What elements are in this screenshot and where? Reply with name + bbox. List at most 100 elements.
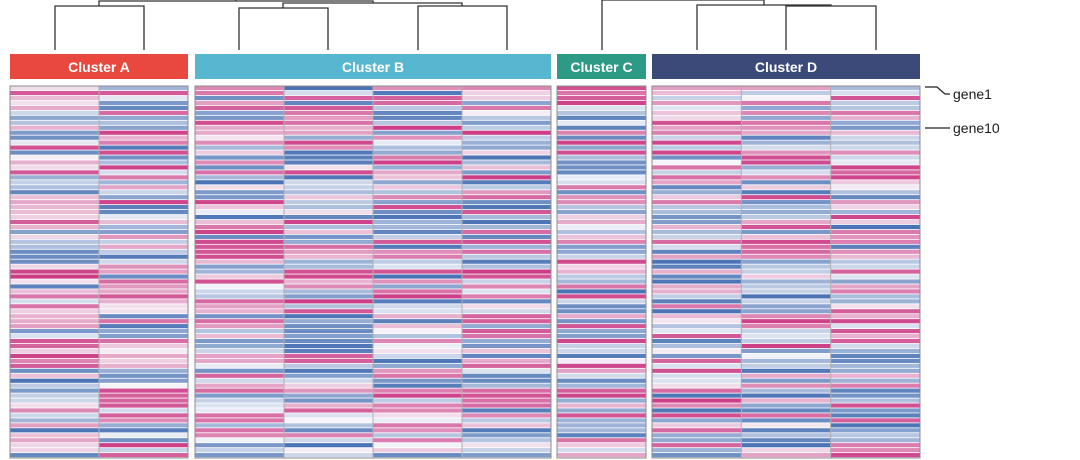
heatmap-cell-d-s3-r65 — [830, 403, 921, 408]
heatmap-cell-a-s1-r13 — [10, 145, 100, 150]
heatmap-cell-b-s2-r9 — [284, 125, 374, 130]
heatmap-cell-d-s1-r3 — [652, 95, 742, 101]
heatmap-cell-d-s2-r49 — [741, 324, 831, 329]
heatmap-cell-a-s2-r35 — [99, 254, 189, 259]
heatmap-cell-c-s1-r56 — [557, 358, 647, 363]
heatmap-cell-b-s2-r67 — [284, 413, 374, 418]
heatmap-cell-d-s1-r39 — [652, 274, 742, 279]
cluster-a-label: Cluster A — [68, 59, 130, 75]
heatmap-cell-b-s1-r34 — [195, 249, 285, 254]
heatmap-cell-b-s4-r32 — [462, 239, 552, 244]
heatmap-cell-b-s2-r30 — [284, 229, 374, 234]
heatmap-cell-c-s1-r48 — [557, 319, 647, 324]
heatmap-cell-b-s4-r45 — [462, 304, 552, 309]
heatmap-cell-c-s1-r74 — [557, 448, 647, 453]
heatmap-cell-b-s1-r43 — [195, 294, 285, 299]
heatmap-cell-b-s1-r69 — [195, 423, 285, 428]
heatmap-cell-b-s2-r25 — [284, 205, 374, 210]
heatmap-cell-d-s1-r34 — [652, 249, 742, 254]
heatmap-cell-a-s1-r47 — [10, 314, 100, 319]
heatmap-cell-c-s1-r31 — [557, 234, 647, 239]
heatmap-cell-a-s1-r3 — [10, 95, 100, 101]
heatmap-cell-b-s3-r36 — [373, 259, 463, 264]
heatmap-cell-a-s2-r34 — [99, 249, 189, 254]
heatmap-cell-d-s1-r1 — [652, 86, 742, 91]
heatmap-cell-d-s1-r66 — [652, 408, 742, 413]
heatmap-cell-d-s2-r36 — [741, 259, 831, 264]
heatmap-cell-b-s3-r57 — [373, 363, 463, 368]
heatmap-cell-c-s1-r64 — [557, 398, 647, 403]
heatmap-cell-d-s2-r54 — [741, 348, 831, 354]
heatmap-cell-b-s4-r48 — [462, 319, 552, 324]
heatmap-cell-b-s2-r64 — [284, 398, 374, 403]
heatmap-cell-c-s1-r46 — [557, 309, 647, 314]
heatmap-cell-b-s1-r22 — [195, 190, 285, 195]
heatmap-cell-b-s2-r15 — [284, 155, 374, 160]
heatmap-cell-b-s1-r61 — [195, 383, 285, 388]
heatmap-cell-a-s1-r41 — [10, 284, 100, 289]
heatmap-cell-c-s1-r26 — [557, 210, 647, 215]
heatmap-cell-a-s1-r58 — [10, 368, 100, 373]
heatmap-cell-d-s1-r30 — [652, 229, 742, 234]
heatmap-cell-a-s2-r67 — [99, 413, 189, 418]
heatmap-cell-b-s4-r20 — [462, 180, 552, 185]
heatmap-cell-a-s2-r46 — [99, 309, 189, 314]
heatmap-cell-b-s2-r57 — [284, 363, 374, 368]
heatmap-cell-b-s2-r49 — [284, 324, 374, 329]
heatmap-cell-d-s2-r75 — [741, 453, 831, 458]
heatmap-cell-d-s1-r70 — [652, 428, 742, 433]
heatmap-cell-b-s4-r64 — [462, 398, 552, 403]
heatmap-cell-a-s1-r21 — [10, 185, 100, 190]
heatmap-cells — [10, 86, 921, 458]
heatmap-cell-d-s3-r74 — [830, 448, 921, 453]
heatmap-cell-a-s1-r75 — [10, 453, 100, 458]
heatmap-cell-c-s1-r61 — [557, 383, 647, 388]
heatmap-cell-b-s2-r22 — [284, 190, 374, 195]
heatmap-cell-b-s3-r59 — [373, 373, 463, 378]
heatmap-cell-d-s3-r41 — [830, 284, 921, 289]
heatmap-cell-d-s1-r29 — [652, 224, 742, 230]
heatmap-cell-b-s4-r8 — [462, 120, 552, 125]
heatmap-cell-b-s4-r10 — [462, 130, 552, 135]
heatmap-cell-b-s3-r39 — [373, 274, 463, 279]
heatmap-cell-b-s4-r17 — [462, 165, 552, 170]
heatmap-cell-b-s1-r50 — [195, 329, 285, 334]
heatmap-cell-d-s2-r51 — [741, 334, 831, 339]
heatmap-cell-b-s2-r23 — [284, 195, 374, 200]
heatmap-cell-d-s2-r14 — [741, 150, 831, 155]
heatmap-cell-b-s4-r60 — [462, 378, 552, 383]
heatmap-cell-b-s3-r37 — [373, 264, 463, 269]
heatmap-cell-d-s3-r24 — [830, 200, 921, 205]
heatmap-cell-a-s1-r34 — [10, 249, 100, 254]
heatmap-cell-a-s2-r44 — [99, 299, 189, 304]
heatmap-cell-c-s1-r6 — [557, 110, 647, 115]
heatmap-cell-a-s1-r32 — [10, 239, 100, 244]
heatmap-cell-d-s2-r16 — [741, 160, 831, 165]
column-dendrogram — [54, 0, 877, 50]
heatmap-cell-a-s2-r28 — [99, 219, 189, 225]
heatmap-cell-d-s2-r31 — [741, 234, 831, 239]
heatmap-cell-b-s3-r54 — [373, 348, 463, 354]
heatmap-cell-d-s3-r70 — [830, 428, 921, 433]
heatmap-cell-b-s1-r42 — [195, 289, 285, 294]
heatmap-cell-d-s2-r2 — [741, 90, 831, 96]
heatmap-cell-b-s1-r27 — [195, 214, 285, 220]
heatmap-cell-b-s4-r7 — [462, 115, 552, 120]
heatmap-cell-a-s2-r1 — [99, 86, 189, 91]
heatmap-cell-b-s4-r52 — [462, 338, 552, 344]
heatmap-cell-c-s1-r40 — [557, 279, 647, 284]
heatmap-cell-b-s2-r27 — [284, 214, 374, 220]
heatmap-cell-c-s1-r67 — [557, 413, 647, 418]
heatmap-cell-b-s1-r49 — [195, 324, 285, 329]
cluster-c-color-bar — [557, 54, 646, 79]
heatmap-cell-b-s3-r20 — [373, 180, 463, 185]
heatmap-cell-b-s3-r71 — [373, 433, 463, 438]
heatmap-cell-b-s4-r36 — [462, 259, 552, 264]
heatmap-cell-a-s1-r56 — [10, 358, 100, 363]
heatmap-cell-c-s1-r20 — [557, 180, 647, 185]
heatmap-cell-d-s3-r1 — [830, 86, 921, 91]
heatmap-cell-d-s2-r15 — [741, 155, 831, 160]
heatmap-cell-a-s2-r11 — [99, 135, 189, 140]
heatmap-cell-d-s1-r69 — [652, 423, 742, 428]
heatmap-cell-b-s2-r60 — [284, 378, 374, 383]
